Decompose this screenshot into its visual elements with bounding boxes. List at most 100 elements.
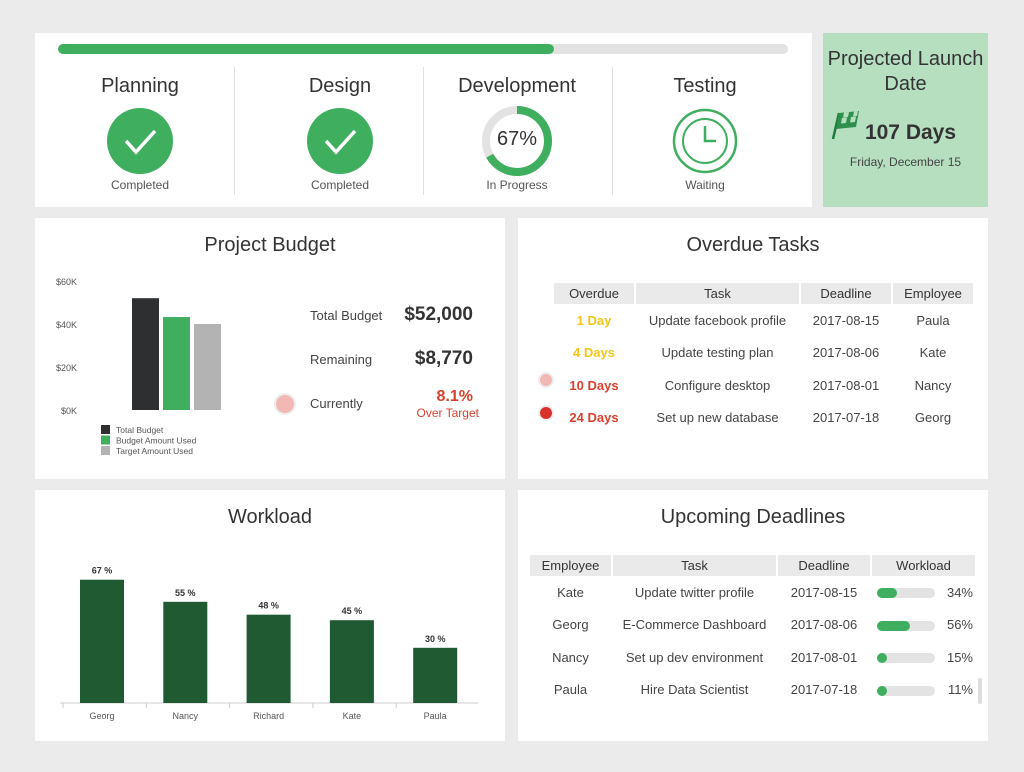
overall-progress-bar (58, 44, 788, 54)
overdue-title: Overdue Tasks (686, 234, 820, 256)
scrollbar[interactable] (978, 678, 982, 704)
header-deadline: Deadline (801, 283, 891, 304)
deadline-cell: 2017-08-06 (790, 617, 858, 633)
stage-status: Completed (310, 178, 370, 192)
table-row[interactable]: Kate Update twitter profile 2017-08-15 3… (530, 576, 975, 609)
workload-bar (413, 647, 458, 703)
workload-cell: 11% (872, 674, 975, 707)
task-cell: Update twitter profile (634, 584, 755, 600)
workload-bar (877, 685, 936, 696)
y-tick-label: $60K (56, 277, 77, 287)
workload-label: 56% (946, 617, 973, 633)
overdue-cell: 4 Days (573, 345, 615, 361)
table-row[interactable]: 24 Days Set up new database 2017-07-18 G… (538, 402, 973, 435)
overdue-table: Overdue Task Deadline Employee 1 Day Upd… (538, 283, 975, 435)
stage-planning: Planning Completed (46, 67, 234, 195)
development-percent: 67% (496, 128, 538, 150)
deadline-cell: 2017-07-18 (790, 682, 858, 698)
task-cell: Set up dev environment (625, 649, 764, 665)
stage-testing: Testing Waiting (611, 67, 799, 195)
employee-cell: Kate (919, 345, 947, 361)
table-row[interactable]: 4 Days Update testing plan 2017-08-06 Ka… (554, 337, 973, 370)
workload-bar (877, 620, 936, 631)
task-cell: Configure desktop (664, 377, 771, 393)
currently-note: Over Target (416, 406, 479, 420)
launch-title: Projected Launch Date (827, 48, 984, 95)
task-cell: Update facebook profile (648, 312, 787, 328)
x-tick-label: Nancy (173, 711, 199, 721)
employee-cell: Nancy (914, 377, 952, 393)
deadline-cell: 2017-07-18 (812, 410, 880, 426)
deadline-cell: 2017-08-15 (790, 584, 858, 600)
workload-label: 34% (946, 584, 973, 600)
deadline-cell: 2017-08-01 (812, 377, 880, 393)
x-tick-label: Kate (343, 711, 362, 721)
total-budget-label: Total Budget (310, 308, 383, 323)
table-row[interactable]: 10 Days Configure desktop 2017-08-01 Nan… (538, 369, 973, 402)
upcoming-table: Employee Task Deadline Workload Kate Upd… (528, 555, 977, 706)
workload-cell: 15% (872, 641, 975, 674)
status-dot-icon (274, 393, 296, 415)
table-row[interactable]: Nancy Set up dev environment 2017-08-01 … (530, 641, 975, 674)
stage-status: Completed (110, 178, 170, 192)
bar-value-label: 48 % (258, 601, 279, 611)
workload-bar (163, 601, 208, 703)
overdue-cell: 1 Day (576, 312, 612, 328)
table-row[interactable]: Paula Hire Data Scientist 2017-07-18 11% (530, 674, 975, 707)
bar-value-label: 30 % (425, 634, 446, 644)
bar-value-label: 55 % (175, 588, 196, 598)
legend-label: Total Budget (116, 425, 164, 435)
workload-bar (329, 620, 374, 703)
employee-cell: Kate (557, 584, 584, 600)
y-tick-label: $20K (56, 363, 77, 373)
workload-bar-fill (877, 653, 888, 664)
total-budget-value: $52,000 (404, 304, 473, 325)
y-tick-label: $0K (61, 406, 77, 416)
deadline-cell: 2017-08-15 (812, 312, 880, 328)
upcoming-deadlines-panel: Upcoming Deadlines Employee Task Deadlin… (518, 490, 988, 741)
x-tick-label: Richard (253, 711, 284, 721)
bar-value-label: 45 % (342, 606, 363, 616)
legend-swatch (101, 425, 110, 434)
workload-label: 15% (946, 649, 973, 665)
employee-cell: Georg (914, 410, 952, 426)
legend-swatch (101, 446, 110, 455)
table-row[interactable]: 1 Day Update facebook profile 2017-08-15… (554, 304, 973, 337)
budget-bar (163, 317, 190, 410)
divider (612, 67, 613, 195)
check-circle-icon (307, 108, 373, 174)
workload-bar (877, 588, 936, 599)
employee-cell: Paula (916, 312, 950, 328)
employee-cell: Georg (552, 617, 589, 633)
project-budget-panel: Project Budget $60K $40K $20K $0K Total Budg… (35, 218, 505, 479)
stage-status: Waiting (685, 178, 725, 192)
progress-ring-icon: 67% (482, 106, 552, 176)
remaining-value: $8,770 (414, 348, 473, 369)
currently-label: Currently (310, 396, 363, 411)
table-header: Employee Task Deadline Workload (530, 555, 975, 576)
clock-icon (672, 108, 738, 174)
header-task: Task (636, 283, 799, 304)
stage-name: Testing (673, 75, 737, 97)
stage-development: Development 67% In Progress (423, 67, 611, 195)
project-stages-panel: Planning Completed Design Completed Deve… (35, 33, 812, 207)
task-cell: E-Commerce Dashboard (622, 617, 767, 633)
currently-value: 8.1% (436, 388, 473, 405)
severity-dot-icon (538, 404, 554, 421)
projected-launch-panel: Projected Launch Date 107 Days Friday, D… (823, 33, 988, 207)
task-cell: Hire Data Scientist (640, 682, 749, 698)
employee-cell: Paula (553, 682, 588, 698)
header-employee: Employee (893, 283, 973, 304)
severity-dot-icon (538, 372, 554, 388)
launch-date: Friday, December 15 (849, 155, 962, 169)
table-row[interactable]: Georg E-Commerce Dashboard 2017-08-06 56… (530, 609, 975, 642)
divider (234, 67, 235, 195)
remaining-label: Remaining (310, 352, 373, 367)
budget-bar (194, 324, 221, 410)
workload-title: Workload (227, 506, 313, 528)
workload-chart: 67 % Georg 55 % Nancy 48 % Richard 45 % Kate 30 … (60, 566, 478, 721)
overdue-cell: 24 Days (538, 402, 634, 435)
launch-days: 107 Days (864, 121, 957, 144)
header-overdue: Overdue (554, 283, 634, 304)
